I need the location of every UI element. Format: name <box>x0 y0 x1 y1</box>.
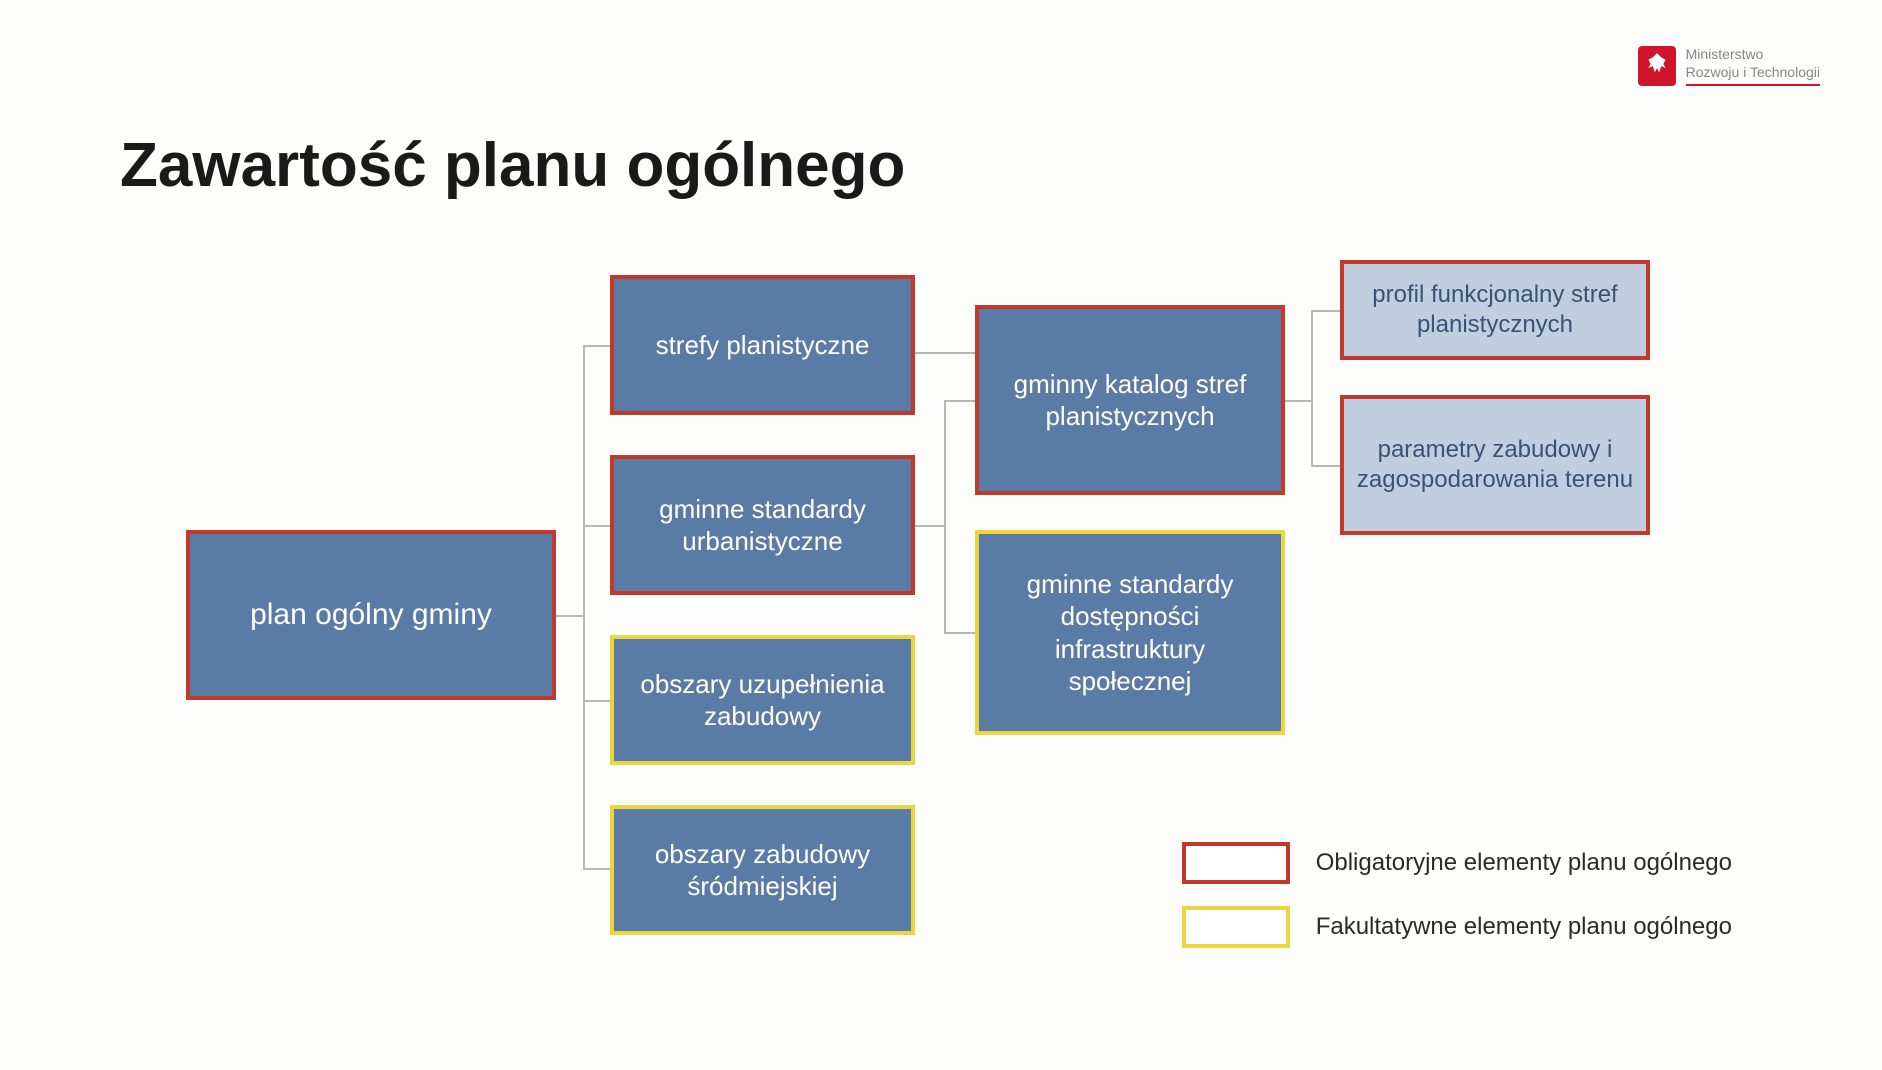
node-profil: profil funkcjonalny stref planistycznych <box>1340 260 1650 360</box>
node-obszary_uzup: obszary uzupełnienia zabudowy <box>610 635 915 765</box>
legend-swatch-yellow <box>1182 906 1290 948</box>
connector <box>1311 465 1340 467</box>
node-parametry: parametry zabudowy i zagospodarowania te… <box>1340 395 1650 535</box>
node-strefy: strefy planistyczne <box>610 275 915 415</box>
node-standardy_urb: gminne standardy urbanistyczne <box>610 455 915 595</box>
node-dostepnosc: gminne standardy dostępności infrastrukt… <box>975 530 1285 735</box>
node-root: plan ogólny gminy <box>186 530 556 700</box>
connector <box>1311 310 1313 466</box>
connector <box>1311 310 1340 312</box>
connector <box>583 868 610 870</box>
connector <box>944 632 975 634</box>
legend-label-obligatory: Obligatoryjne elementy planu ogólnego <box>1316 849 1732 877</box>
connector <box>1285 400 1312 402</box>
node-katalog: gminny katalog stref planistycznych <box>975 305 1285 495</box>
connector <box>583 345 585 870</box>
legend-row-obligatory: Obligatoryjne elementy planu ogólnego <box>1182 842 1732 884</box>
legend-row-optional: Fakultatywne elementy planu ogólnego <box>1182 906 1732 948</box>
connector <box>583 700 610 702</box>
connector <box>915 352 975 354</box>
legend-label-optional: Fakultatywne elementy planu ogólnego <box>1316 913 1732 941</box>
legend: Obligatoryjne elementy planu ogólnego Fa… <box>1182 842 1732 970</box>
node-obszary_srod: obszary zabudowy śródmiejskiej <box>610 805 915 935</box>
connector <box>944 400 975 402</box>
connector <box>556 615 584 617</box>
connector <box>583 345 610 347</box>
connector <box>944 400 946 633</box>
connector <box>583 525 610 527</box>
connector <box>915 525 945 527</box>
legend-swatch-red <box>1182 842 1290 884</box>
